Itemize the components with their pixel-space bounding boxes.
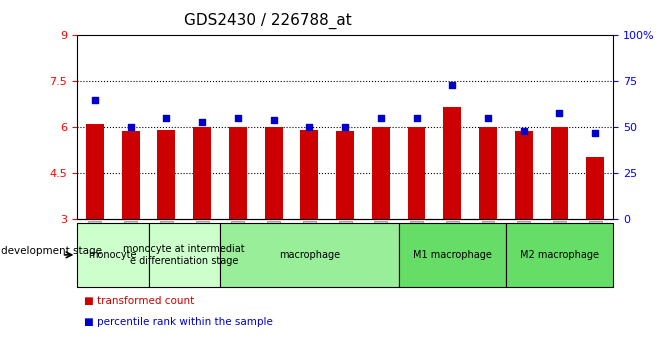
Point [304,125,315,130]
Bar [265,127,283,219]
Point [197,119,208,125]
Text: M2 macrophage: M2 macrophage [520,250,599,260]
Point [411,115,422,121]
Bar [229,127,247,219]
Text: ■ transformed count: ■ transformed count [84,296,194,306]
Text: monocyte at intermediat
e differentiation stage: monocyte at intermediat e differentiatio… [123,244,245,266]
Bar [157,130,176,219]
Bar [86,124,104,219]
Bar [407,127,425,219]
Text: GDS2430 / 226788_at: GDS2430 / 226788_at [184,12,352,29]
Bar [515,131,533,219]
Point [125,125,136,130]
Point [590,130,600,136]
Text: ■ percentile rank within the sample: ■ percentile rank within the sample [84,317,273,327]
Point [519,128,529,134]
Point [447,82,458,88]
Point [268,117,279,123]
Bar [479,127,497,219]
Bar [551,127,568,219]
Point [161,115,172,121]
Point [90,97,100,103]
Bar [300,130,318,219]
Text: monocyte: monocyte [88,250,137,260]
Point [375,115,386,121]
Bar [193,127,211,219]
Point [554,110,565,115]
Point [340,125,350,130]
Bar [372,127,390,219]
Point [482,115,493,121]
Text: M1 macrophage: M1 macrophage [413,250,492,260]
Bar [444,108,461,219]
Text: development stage: development stage [1,246,103,256]
Bar [586,156,604,219]
Bar [336,131,354,219]
Text: macrophage: macrophage [279,250,340,260]
Bar [122,131,139,219]
Point [232,115,243,121]
